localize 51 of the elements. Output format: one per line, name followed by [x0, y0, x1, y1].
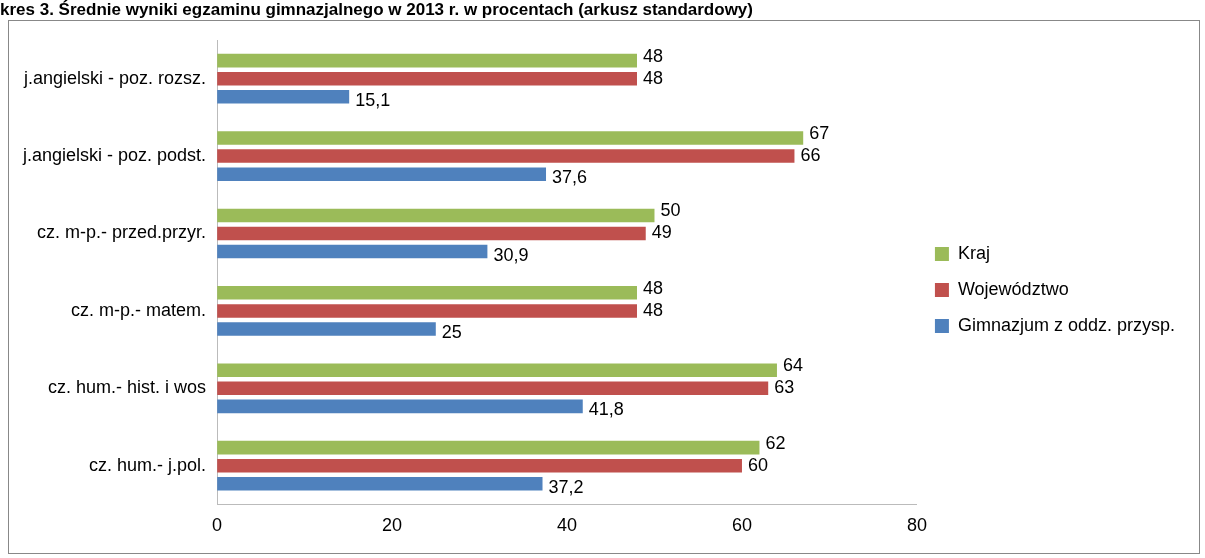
bar [217, 131, 804, 145]
data-label: 50 [660, 200, 681, 221]
bar [217, 208, 655, 223]
bar [217, 440, 760, 455]
y-tick-label: cz. m-p.- przed.przyr. [37, 222, 207, 243]
data-label: 48 [642, 67, 664, 88]
x-tick-label: 0 [212, 515, 223, 536]
data-label: 48 [642, 45, 664, 66]
data-label: 63 [774, 377, 795, 398]
bar [217, 71, 637, 86]
x-tick-label: 60 [731, 515, 752, 536]
data-label: 48 [642, 277, 664, 298]
y-tick-label: cz. hum.- j.pol. [89, 454, 207, 475]
bar [217, 244, 488, 259]
data-label: 41,8 [588, 399, 624, 420]
y-tick-label: j.angielski - poz. rozsz. [23, 67, 207, 88]
bar [217, 476, 543, 491]
x-tick-label: 80 [906, 515, 927, 536]
data-label: 48 [642, 299, 664, 320]
bar [217, 226, 646, 241]
data-label: 62 [765, 432, 786, 453]
bar [217, 286, 637, 300]
data-label: 37,2 [548, 476, 584, 497]
data-label: 30,9 [493, 244, 529, 265]
chart-title: kres 3. Średnie wyniki egzaminu gimnazjalnego w 2013 r. w procentach (arkusz standardowy) [0, 0, 753, 20]
y-tick-label: j.angielski - poz. podst. [22, 145, 207, 166]
data-label: 67 [809, 123, 830, 144]
bar [217, 381, 769, 396]
y-tick-label: cz. m-p.- matem. [71, 299, 207, 320]
bar [217, 167, 547, 181]
data-label: 64 [782, 355, 803, 376]
bar [217, 399, 583, 414]
data-label: 37,6 [552, 167, 588, 188]
data-label: 25 [441, 321, 462, 342]
bar [217, 304, 637, 318]
bar [217, 89, 350, 104]
bar [217, 458, 742, 473]
bar [217, 149, 795, 163]
x-tick-label: 40 [557, 515, 578, 536]
bar [217, 53, 637, 68]
data-label: 66 [800, 145, 821, 166]
bar [217, 322, 436, 336]
x-tick-label: 20 [382, 515, 403, 536]
bar [217, 363, 777, 378]
data-label: 15,1 [355, 89, 391, 110]
legend-label: Województwo [957, 278, 1069, 299]
legend-label: Kraj [957, 242, 990, 263]
data-label: 49 [651, 222, 672, 243]
legend-label: Gimnazjum z oddz. przysp. [957, 314, 1176, 335]
y-tick-label: cz. hum.- hist. i wos [48, 377, 207, 398]
data-label: 60 [747, 454, 768, 475]
